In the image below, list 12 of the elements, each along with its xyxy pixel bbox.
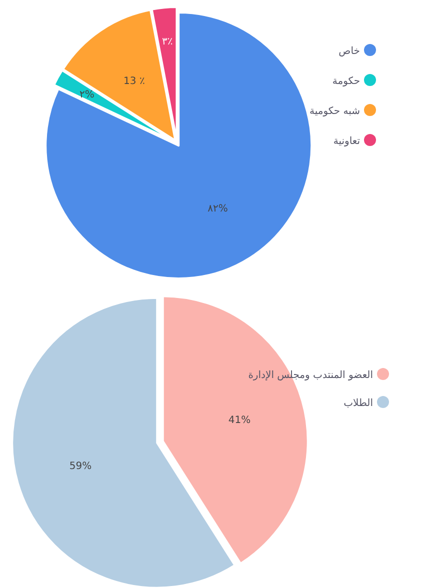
legend-label: العضو المنتدب ومجلس الإدارة [248,370,373,381]
data-label: ٨٢% [208,203,228,214]
legend-label: شبه حكومية [309,106,360,117]
data-label: 59% [69,461,92,472]
data-label: 41% [228,414,251,426]
legend-label: الطلاب [344,398,373,409]
data-label: 13 ٪ [124,76,145,88]
data-label: ٣٪ [162,36,173,48]
legend-label: حكومة [332,76,360,87]
legend-label: تعاونية [333,136,360,147]
legend-label: خاص [338,46,360,57]
data-label: ٢% [80,90,94,100]
